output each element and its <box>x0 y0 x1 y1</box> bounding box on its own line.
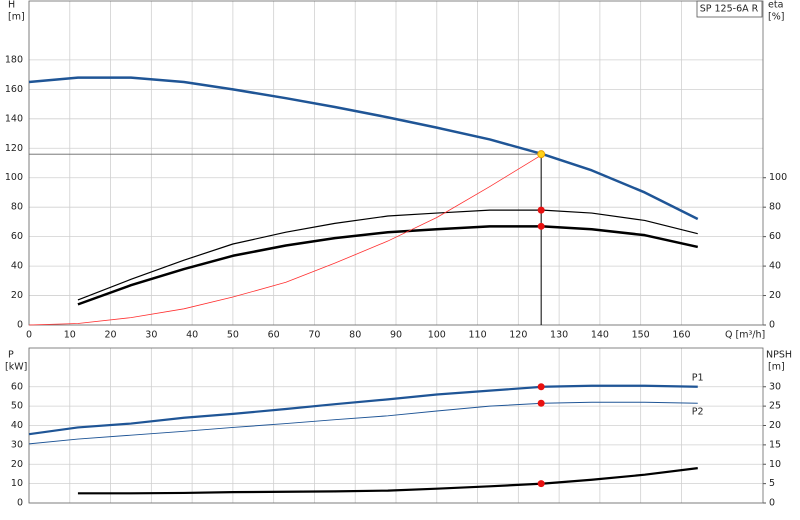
x-tick-label: 110 <box>468 330 486 341</box>
x-tick-label: 0 <box>26 330 32 341</box>
y-tick-label: 0 <box>17 498 23 509</box>
y2-tick-label: 60 <box>769 231 781 242</box>
y2-tick-label: 20 <box>769 420 781 431</box>
y-tick-label: 20 <box>11 290 23 301</box>
y2-tick-label: 80 <box>769 202 781 213</box>
curve <box>77 467 698 495</box>
x-tick-label: 90 <box>390 330 402 341</box>
y-tick-label: 60 <box>11 381 23 392</box>
y-unit: [m] <box>8 12 25 23</box>
legend-label: P2 <box>692 407 704 418</box>
curve <box>28 401 698 445</box>
x-tick-label: 30 <box>145 330 157 341</box>
y-tick-label: 140 <box>5 113 23 124</box>
y-tick-label: 10 <box>11 478 23 489</box>
y-label: H <box>8 0 15 11</box>
curve <box>28 76 699 221</box>
y-tick-label: 50 <box>11 401 23 412</box>
y-tick-label: 20 <box>11 459 23 470</box>
plot-frame <box>28 0 764 326</box>
operating-point <box>537 480 545 488</box>
x-tick-label: 20 <box>105 330 117 341</box>
y2-tick-label: 40 <box>769 261 781 272</box>
y-tick-label: 80 <box>11 202 23 213</box>
y-tick-label: 40 <box>11 261 23 272</box>
y-label: P <box>8 350 14 361</box>
y-tick-label: 0 <box>17 320 23 331</box>
y2-label: eta <box>768 0 783 11</box>
curve <box>77 225 699 306</box>
y-tick-label: 180 <box>5 54 23 65</box>
y2-tick-label: 20 <box>769 290 781 301</box>
legend-label: P1 <box>692 372 704 383</box>
y-tick-label: 40 <box>11 420 23 431</box>
y2-tick-label: 0 <box>769 498 775 509</box>
y2-tick-label: 25 <box>769 401 781 412</box>
x-tick-label: 140 <box>591 330 609 341</box>
y-tick-label: 160 <box>5 84 23 95</box>
y2-tick-label: 5 <box>769 478 775 489</box>
x-tick-label: 10 <box>64 330 76 341</box>
y2-tick-label: 30 <box>769 381 781 392</box>
y-tick-label: 60 <box>11 231 23 242</box>
operating-point <box>537 206 545 214</box>
x-tick-label: 120 <box>509 330 527 341</box>
x-tick-label: 160 <box>672 330 690 341</box>
x-label: Q [m³/h] <box>725 330 765 341</box>
x-tick-label: 50 <box>227 330 239 341</box>
y-tick-label: 30 <box>11 439 23 450</box>
curve <box>77 209 698 301</box>
operating-point <box>537 383 545 391</box>
pump-label: SP 125-6A R <box>700 4 759 15</box>
y2-unit: [%] <box>768 12 784 23</box>
operating-point <box>537 399 545 407</box>
y2-tick-label: 100 <box>769 172 787 183</box>
y2-unit: [m] <box>768 362 785 373</box>
x-tick-label: 70 <box>308 330 320 341</box>
y2-label: NPSH <box>766 350 792 361</box>
x-tick-label: 130 <box>550 330 568 341</box>
y-unit: [kW] <box>5 362 27 373</box>
y2-tick-label: 0 <box>769 320 775 331</box>
x-tick-label: 60 <box>268 330 280 341</box>
y-tick-label: 100 <box>5 172 23 183</box>
y-tick-label: 120 <box>5 143 23 154</box>
x-tick-label: 80 <box>349 330 361 341</box>
y2-tick-label: 15 <box>769 439 781 450</box>
curve <box>28 384 698 436</box>
y2-tick-label: 10 <box>769 459 781 470</box>
x-tick-label: 100 <box>428 330 446 341</box>
curve <box>28 153 544 326</box>
x-tick-label: 150 <box>632 330 650 341</box>
plot-frame <box>28 347 764 504</box>
operating-point <box>537 222 545 230</box>
x-tick-label: 40 <box>186 330 198 341</box>
operating-point <box>537 150 546 159</box>
